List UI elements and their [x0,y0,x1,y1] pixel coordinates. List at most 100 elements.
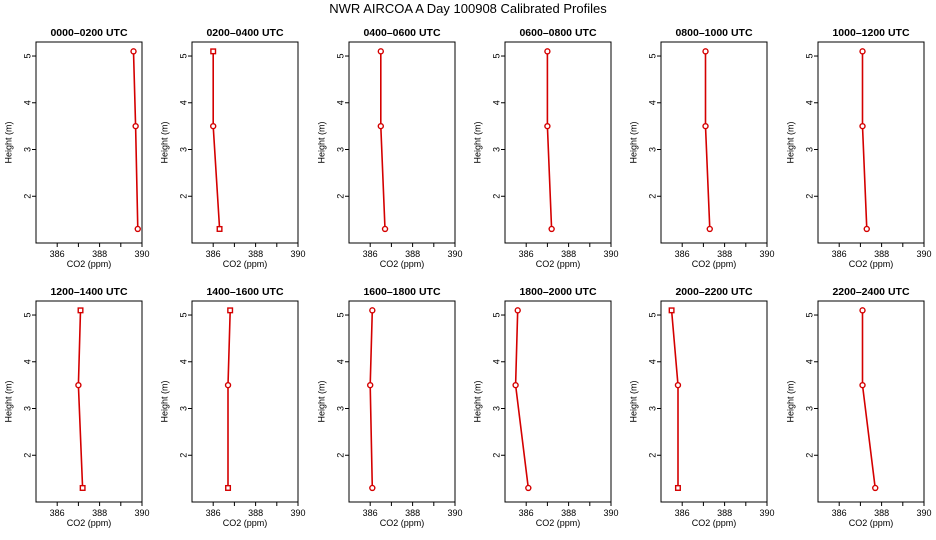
y-tick-label: 5 [178,313,188,318]
y-tick-label: 3 [804,147,814,152]
x-tick-label: 390 [916,508,931,518]
x-axis-label: CO2 (ppm) [536,259,581,269]
data-point [863,225,870,233]
data-point [377,122,384,130]
y-tick-label: 3 [491,147,501,152]
plot-frame [348,41,456,244]
profile-panel: 0400–0600 UTC 386 388 390 CO2 (ppm) 2 3 4 5 Heigh… [316,27,462,269]
y-tick-label: 2 [335,194,345,199]
x-tick-label: 386 [675,508,690,518]
x-axis-label: CO2 (ppm) [380,518,425,528]
y-tick-label: 3 [491,406,501,411]
data-point [512,381,519,389]
y-axis-label: Height (m) [628,121,638,163]
data-point [381,225,389,233]
y-tick-label: 2 [335,453,345,458]
y-axis-label: Height (m) [159,380,169,422]
y-tick-label: 4 [491,100,501,105]
data-point [130,48,137,55]
co2-profile-line [227,310,231,488]
profile-panel: 0800–1000 UTC 386 388 390 CO2 (ppm) 2 3 4 5 Heigh… [628,27,774,269]
co2-profile-line [212,51,221,230]
x-tick-label: 388 [405,508,420,518]
x-axis-label: CO2 (ppm) [67,518,112,528]
data-point [369,307,376,314]
data-point [859,122,866,130]
x-tick-label: 390 [603,249,618,259]
y-tick-label: 5 [804,54,814,59]
profile-panel: 0600–0800 UTC 386 388 390 CO2 (ppm) 2 3 4 5 Heigh… [472,27,618,269]
profile-panel: 1400–1600 UTC 386 388 390 CO2 (ppm) 2 3 4 5 Heigh… [159,286,305,528]
y-tick-label: 5 [335,54,345,59]
y-axis-label: Height (m) [316,121,326,163]
x-tick-label: 388 [874,249,889,259]
data-point [216,225,223,232]
y-tick-label: 5 [647,54,657,59]
plot-frame [504,300,612,503]
co2-profile-line [379,51,386,230]
x-tick-label: 386 [832,508,847,518]
y-axis-label: Height (m) [472,380,482,422]
x-tick-label: 388 [717,508,732,518]
x-tick-label: 390 [759,249,774,259]
x-tick-label: 386 [363,508,378,518]
x-axis-label: CO2 (ppm) [380,259,425,269]
panel-title: 0400–0600 UTC [363,27,440,39]
y-tick-label: 3 [804,406,814,411]
y-tick-label: 5 [491,54,501,59]
y-axis-label: Height (m) [785,121,795,163]
y-tick-label: 5 [491,313,501,318]
x-tick-label: 388 [561,249,576,259]
x-tick-label: 390 [290,508,305,518]
data-point [134,225,141,233]
y-tick-label: 2 [22,194,32,199]
profile-panel: 1600–1800 UTC 386 388 390 CO2 (ppm) 2 3 4 5 Heigh… [316,286,462,528]
panel-title: 0000–0200 UTC [50,27,127,39]
plot-frame [817,300,925,503]
x-tick-label: 388 [561,508,576,518]
data-point [674,484,681,491]
data-point [859,381,866,389]
x-tick-label: 386 [363,249,378,259]
co2-profile-line [514,310,530,489]
x-tick-label: 390 [759,508,774,518]
x-tick-label: 390 [134,249,149,259]
x-tick-label: 390 [447,508,462,518]
x-tick-label: 388 [92,508,107,518]
x-tick-label: 388 [248,249,263,259]
y-tick-label: 3 [647,147,657,152]
plot-frame [660,300,768,503]
y-tick-label: 3 [22,147,32,152]
x-tick-label: 386 [206,508,221,518]
profile-panel: 1800–2000 UTC 386 388 390 CO2 (ppm) 2 3 4 5 Heigh… [472,286,618,528]
panel-title: 0800–1000 UTC [675,27,752,39]
x-axis-label: CO2 (ppm) [692,259,737,269]
page-title: NWR AIRCOA A Day 100908 Calibrated Profi… [329,1,607,16]
data-point [75,381,82,389]
x-tick-label: 386 [519,249,534,259]
data-point [77,307,84,314]
panel-title: 2000–2200 UTC [675,286,752,298]
y-tick-label: 3 [178,406,188,411]
y-tick-label: 2 [491,453,501,458]
y-tick-label: 4 [178,100,188,105]
y-axis-label: Height (m) [3,380,13,422]
x-tick-label: 388 [717,249,732,259]
panel-title: 1400–1600 UTC [206,286,283,298]
y-tick-label: 5 [22,313,32,318]
y-tick-label: 2 [647,194,657,199]
y-tick-label: 3 [335,406,345,411]
profile-panel: 2200–2400 UTC 386 388 390 CO2 (ppm) 2 3 4 5 Heigh… [785,286,931,528]
co2-profile-line [77,310,84,489]
y-tick-label: 4 [647,100,657,105]
y-tick-label: 2 [491,194,501,199]
data-point [210,48,217,55]
y-tick-label: 4 [804,359,814,364]
profile-panel: 1200–1400 UTC 386 388 390 CO2 (ppm) 2 3 4 5 Heigh… [3,286,149,528]
y-tick-label: 4 [491,359,501,364]
x-tick-label: 386 [832,249,847,259]
panel-title: 1200–1400 UTC [50,286,127,298]
y-tick-label: 5 [335,313,345,318]
profile-panel: 0000–0200 UTC 386 388 390 CO2 (ppm) 2 3 4 5 Heigh… [3,27,149,269]
